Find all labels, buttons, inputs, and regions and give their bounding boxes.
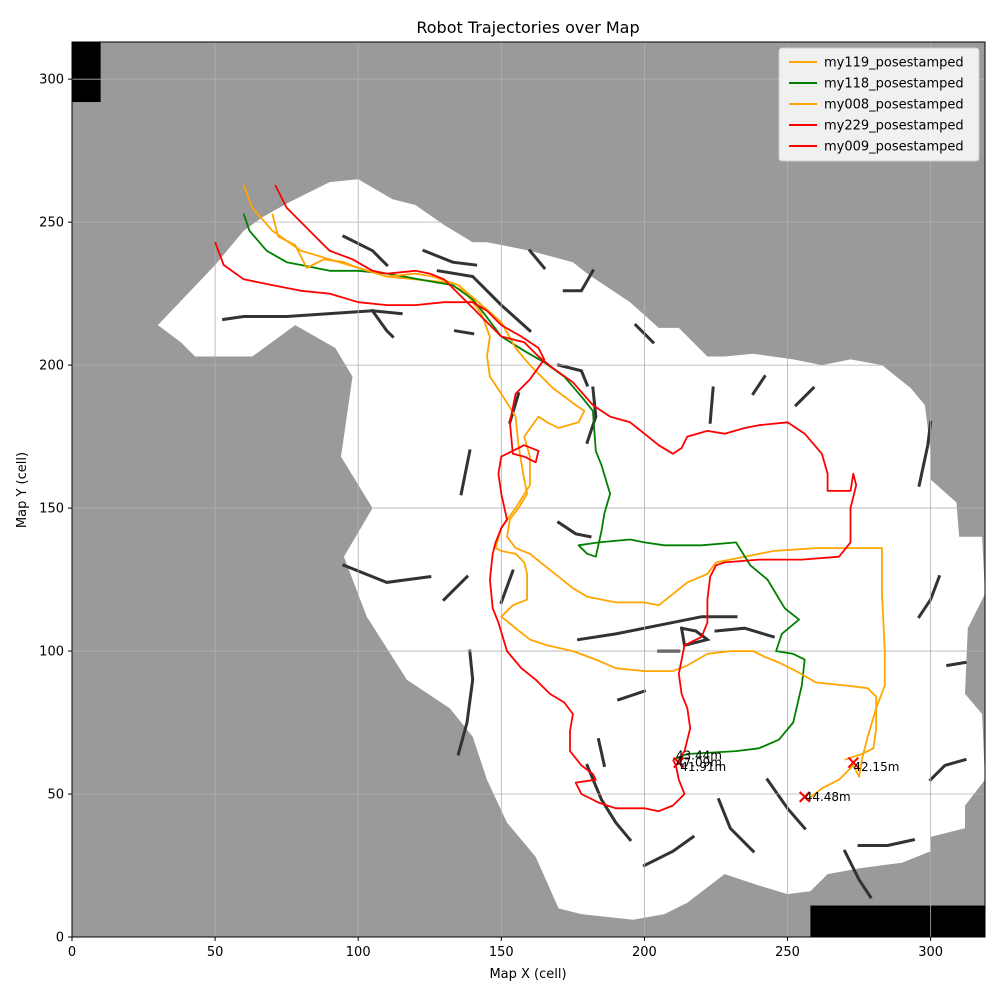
map-wall xyxy=(441,574,470,602)
x-tick-label: 200 xyxy=(632,945,657,960)
map-wall xyxy=(596,737,607,768)
map-wall xyxy=(341,234,389,268)
y-tick-label: 300 xyxy=(39,73,64,88)
map-wall xyxy=(562,268,595,293)
map-wall xyxy=(453,329,475,336)
x-tick-label: 300 xyxy=(918,945,943,960)
end-marker xyxy=(847,756,860,769)
map-wall xyxy=(642,834,696,868)
map-wall xyxy=(716,797,756,854)
y-tick-label: 100 xyxy=(39,645,64,660)
map-wall xyxy=(556,363,590,388)
map-wall xyxy=(556,520,592,539)
legend-box xyxy=(778,47,980,162)
plot-frame xyxy=(71,41,986,938)
end-marker xyxy=(798,791,811,803)
map-wall xyxy=(422,248,478,267)
map-wall xyxy=(585,386,598,445)
distance-annotation: 42.15m xyxy=(853,760,899,774)
trajectory-series-2 xyxy=(242,213,806,761)
map-void-region xyxy=(810,905,985,937)
trajectory-lines xyxy=(214,184,886,813)
map-wall xyxy=(576,615,738,642)
distance-annotation: 44.48m xyxy=(805,790,851,804)
legend-label: my229_posestamped xyxy=(824,119,964,134)
axis-ticks: 0 50 100 150 200 250 300 0 50 100 150 200 250 300 xyxy=(39,73,943,960)
occupancy-map xyxy=(72,42,985,937)
map-wall xyxy=(616,689,647,702)
distance-annotation: 43.44m xyxy=(676,748,722,762)
map-wall xyxy=(857,838,916,847)
x-tick-label: 50 xyxy=(207,945,224,960)
map-wall xyxy=(527,248,547,271)
x-axis-label: Map X (cell) xyxy=(489,967,566,982)
y-tick-label: 200 xyxy=(39,359,64,374)
legend-label: my008_posestamped xyxy=(824,98,964,113)
map-wall xyxy=(459,449,472,496)
chart-title: Robot Trajectories over Map xyxy=(416,18,639,37)
map-wall xyxy=(370,308,395,339)
map-wall xyxy=(751,374,767,396)
map-wall xyxy=(456,649,475,756)
x-tick-label: 0 xyxy=(68,945,76,960)
y-tick-label: 50 xyxy=(47,788,64,803)
distance-annotation: 47.09m xyxy=(676,756,722,770)
distance-annotation: 41.91m xyxy=(680,760,726,774)
end-marker xyxy=(673,756,685,769)
map-wall xyxy=(679,626,711,648)
map-wall xyxy=(842,849,873,900)
legend-label: my118_posestamped xyxy=(824,77,964,92)
y-tick-label: 0 xyxy=(56,931,64,946)
map-wall xyxy=(499,569,515,605)
trajectory-series-5 xyxy=(214,241,686,813)
map-wall xyxy=(946,660,967,668)
y-tick-label: 250 xyxy=(39,216,64,231)
chart-legend: my119_posestamped my118_posestamped my008_… xyxy=(778,47,980,162)
map-wall xyxy=(928,757,967,782)
map-wall xyxy=(708,386,715,424)
x-tick-label: 100 xyxy=(346,945,371,960)
map-void-region xyxy=(72,42,101,103)
x-tick-label: 250 xyxy=(775,945,800,960)
map-wall xyxy=(793,385,816,408)
map-wall xyxy=(714,626,776,639)
trajectory-series-4 xyxy=(274,184,858,761)
map-wall xyxy=(222,309,403,322)
map-wall xyxy=(585,763,633,842)
map-free-space xyxy=(157,179,985,920)
y-axis-label: Map Y (cell) xyxy=(15,452,30,528)
x-tick-label: 150 xyxy=(489,945,514,960)
map-wall xyxy=(917,420,933,487)
y-tick-label: 150 xyxy=(39,502,64,517)
map-wall xyxy=(436,269,533,333)
legend-label: my119_posestamped xyxy=(824,56,964,71)
legend-label: my009_posestamped xyxy=(824,140,964,155)
